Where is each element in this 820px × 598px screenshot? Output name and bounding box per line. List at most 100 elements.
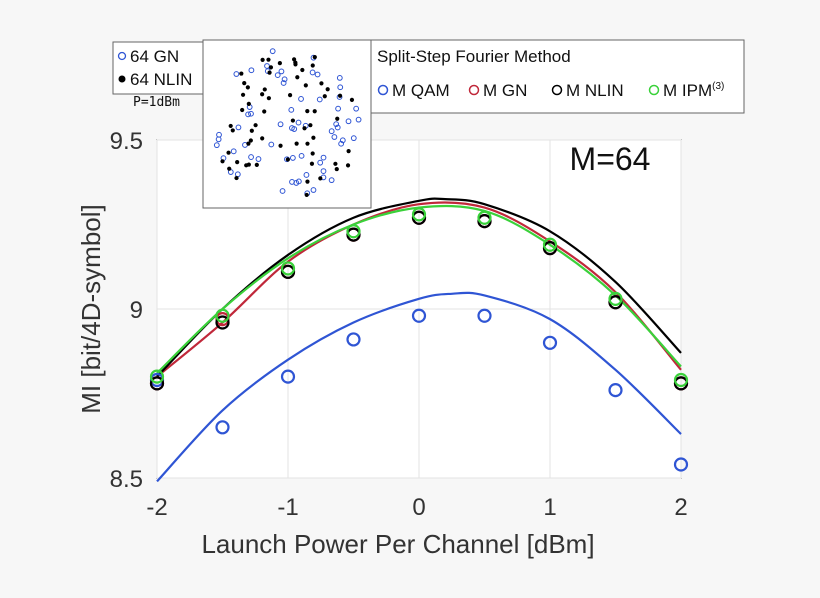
point-nlin [215, 315, 230, 330]
constellation-point-nlin [322, 94, 327, 99]
point-qam [411, 308, 427, 323]
constellation-point-gn [274, 72, 281, 79]
constellation-point-nlin [260, 92, 265, 97]
constellation-point-gn [289, 125, 295, 131]
constellation-point-nlin [285, 157, 290, 162]
constellation-point-nlin [266, 96, 271, 101]
constellation-point-gn [353, 105, 360, 112]
constellation-point-gn [355, 116, 362, 123]
legend-label: M GN [483, 81, 527, 100]
inset-legend-label-gn: 64 GN [130, 47, 179, 66]
constellation-point-nlin [303, 83, 308, 88]
constellation-point-nlin [346, 149, 351, 154]
constellation-point-nlin [308, 123, 313, 128]
constellation-point-gn [320, 154, 327, 161]
m-annotation: M=64 [570, 141, 651, 177]
constellation-point-nlin [312, 55, 317, 60]
open-circle-icon [117, 51, 127, 61]
point-qam [673, 457, 689, 472]
x-tick-label: -2 [146, 494, 167, 521]
constellation-point-gn [245, 111, 252, 118]
constellation-point-gn [334, 124, 341, 131]
constellation-point-gn [268, 141, 275, 148]
constellation-point-nlin [319, 81, 324, 86]
constellation-point-nlin [312, 109, 317, 114]
constellation-point-gn [328, 128, 335, 135]
constellation-point-gn [248, 154, 254, 160]
constellation-point-nlin [253, 123, 258, 128]
x-tick-label: 1 [543, 494, 556, 521]
constellation-point-gn [298, 96, 304, 102]
legend-marker-icon [377, 84, 389, 96]
constellation-point-gn [269, 48, 276, 55]
point-ipm [542, 237, 558, 252]
legend-label: M NLIN [566, 81, 624, 100]
constellation-point-nlin [266, 57, 271, 62]
constellation-point-gn [281, 76, 288, 83]
constellation-point-nlin [304, 192, 309, 198]
legend-marker-icon [468, 84, 480, 96]
legend-marker-icon [648, 84, 660, 96]
constellation-point-nlin [293, 60, 298, 65]
constellation-point-nlin [287, 93, 293, 98]
point-qam [280, 369, 296, 384]
constellation-point-nlin [246, 141, 251, 146]
constellation-point-nlin [277, 60, 282, 66]
constellation-point-nlin [335, 116, 340, 121]
point-qam [346, 332, 361, 347]
constellation-point-nlin [267, 70, 272, 75]
constellation-point-nlin [305, 179, 310, 184]
constellation-point-gn [310, 187, 317, 193]
y-tick-labels: 8.5 9 9.5 [110, 128, 143, 493]
constellation-point-gn [215, 136, 222, 143]
point-ipm [673, 372, 689, 388]
constellation-point-gn [336, 74, 343, 81]
constellation-point-nlin [260, 57, 265, 62]
y-tick-label: 9.5 [110, 128, 143, 155]
point-ipm [280, 261, 296, 276]
constellation-point-nlin [309, 161, 315, 166]
point-qam [542, 335, 558, 350]
constellation-point-gn [289, 155, 296, 161]
constellation-point-nlin [245, 85, 250, 90]
power-label: P=1dBm [133, 95, 180, 110]
main-legend: Split-Step Fourier Method M QAM M GN M NLI… [370, 39, 745, 114]
y-axis-label: MI [bit/4D-symbol] [76, 204, 106, 414]
constellation-point-nlin [310, 151, 315, 156]
constellation-point-gn [328, 177, 335, 184]
constellation-points [213, 48, 362, 198]
y-tick-label: 8.5 [110, 466, 143, 493]
constellation-point-nlin [248, 138, 253, 143]
constellation-point-nlin [230, 128, 235, 133]
constellation-point-gn [320, 168, 327, 174]
constellation-point-nlin [325, 87, 330, 92]
constellation-point-gn [280, 80, 287, 86]
filled-circle-icon [118, 75, 126, 83]
constellation-point-gn [314, 71, 321, 78]
constellation-point-nlin [305, 141, 310, 146]
constellation-point-nlin [239, 71, 244, 76]
constellation-point-gn [248, 110, 254, 117]
constellation-point-nlin [294, 141, 299, 146]
constellation-point-nlin [349, 97, 355, 103]
constellation-point-nlin [300, 67, 305, 73]
constellation-point-nlin [254, 162, 259, 167]
constellation-point-nlin [240, 107, 245, 113]
point-ipm [477, 210, 492, 225]
point-ipm [215, 308, 230, 323]
x-tick-label: -1 [277, 494, 298, 521]
constellation-point-gn [277, 121, 284, 128]
point-qam [477, 308, 492, 323]
constellation-point-nlin [310, 63, 315, 68]
constellation-point-gn [335, 105, 341, 112]
constellation-point-gn [337, 84, 344, 91]
constellation-point-gn [316, 96, 323, 103]
constellation-point-nlin [305, 108, 310, 114]
constellation-point-gn [248, 67, 255, 74]
point-ipm [608, 291, 623, 306]
constellation-point-nlin [227, 166, 232, 171]
constellation-point-nlin [268, 65, 274, 70]
constellation-point-gn [255, 156, 262, 162]
constellation-point-gn [298, 152, 305, 159]
